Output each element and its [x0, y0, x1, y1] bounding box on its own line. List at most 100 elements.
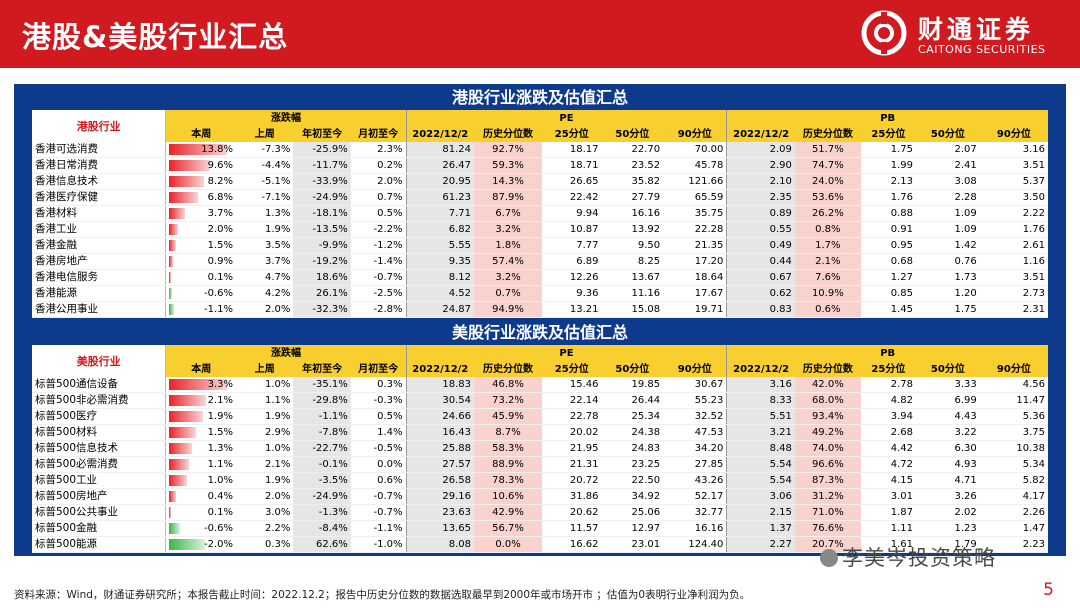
- column-header: 本周: [165, 126, 237, 142]
- table-row: 标普500材料 1.5% 2.9% -7.8% 1.4% 16.43 8.7% 20.02 24…: [32, 424, 1048, 441]
- pe-p25: 31.86: [542, 488, 602, 505]
- weekly-change-bar: [169, 192, 198, 203]
- pe-current: 61.23: [405, 189, 475, 206]
- pe-p25: 6.89: [542, 253, 602, 270]
- group-header-pe: PE: [405, 110, 727, 126]
- pb-p25: 4.15: [860, 472, 917, 489]
- weekly-change-bar: [169, 304, 174, 315]
- pb-current: 8.48: [726, 440, 795, 457]
- mtd-change: 0.5%: [350, 408, 407, 425]
- industry-name: 香港公用事业: [32, 301, 167, 318]
- mtd-change: 1.4%: [350, 424, 407, 441]
- pb-p90: 10.38: [979, 440, 1048, 457]
- pb-p90: 5.34: [979, 456, 1048, 473]
- ytd-change: -0.1%: [293, 456, 351, 473]
- column-header: 本周: [165, 361, 237, 377]
- industry-name: 标普500非必需消费: [32, 392, 167, 409]
- pe-percentile: 57.4%: [474, 253, 543, 270]
- logo-text-en: CAITONG SECURITIES: [918, 43, 1046, 56]
- pe-percentile: 45.9%: [474, 408, 543, 425]
- pe-current: 13.65: [405, 520, 475, 537]
- last-week-change: 2.1%: [236, 456, 294, 473]
- table-row: 香港信息技术 8.2% -5.1% -33.9% 2.0% 20.95 14.3% 26.65…: [32, 173, 1048, 190]
- pe-p50: 27.79: [601, 189, 664, 206]
- pe-p50: 19.85: [601, 377, 664, 393]
- table-row: 标普500医疗 1.9% 1.9% -1.1% 0.5% 24.66 45.9% 22.78 2…: [32, 408, 1048, 425]
- column-header: 月初至今: [350, 126, 407, 142]
- pe-current: 8.08: [405, 536, 475, 553]
- industry-name: 标普500通信设备: [32, 377, 167, 393]
- industry-name: 标普500必需消费: [32, 456, 167, 473]
- weekly-change-cell: 2.0%: [165, 221, 237, 238]
- pe-p25: 10.87: [542, 221, 602, 238]
- industry-name: 香港日常消费: [32, 157, 167, 174]
- column-header: 2022/12/2: [405, 126, 475, 142]
- mtd-change: -1.2%: [350, 237, 407, 254]
- table-row: 标普500公共事业 0.1% 3.0% -1.3% -0.7% 23.63 42.9% 20.…: [32, 504, 1048, 521]
- pe-p50: 24.83: [601, 440, 664, 457]
- weekly-change-value: 1.5%: [207, 427, 234, 438]
- pe-p25: 9.36: [542, 285, 602, 302]
- pe-p90: 52.17: [663, 488, 727, 505]
- pe-percentile: 56.7%: [474, 520, 543, 537]
- pe-p90: 17.67: [663, 285, 727, 302]
- pe-p50: 23.52: [601, 157, 664, 174]
- pb-p50: 2.28: [916, 189, 980, 206]
- weekly-change-value: 1.3%: [207, 443, 234, 454]
- pe-p50: 22.70: [601, 142, 664, 158]
- pb-percentile: 51.7%: [794, 142, 861, 158]
- mtd-change: -0.7%: [350, 269, 407, 286]
- mtd-change: -1.1%: [350, 520, 407, 537]
- column-header: 50分位: [916, 361, 980, 377]
- column-header: 上周: [236, 361, 294, 377]
- last-week-change: 3.7%: [236, 253, 294, 270]
- weekly-change-value: 0.9%: [207, 256, 234, 267]
- pb-p25: 0.95: [860, 237, 917, 254]
- pb-current: 2.09: [726, 142, 795, 158]
- pe-p90: 124.40: [663, 536, 727, 553]
- ytd-change: -11.7%: [293, 157, 351, 174]
- ytd-change: -1.1%: [293, 408, 351, 425]
- us-industry-table: 美股行业 涨跌幅 PE PB 本周 上周 年初至今 月初至今 2022/12/2 历史分位数 25分…: [32, 345, 1048, 553]
- industry-name: 标普500信息技术: [32, 440, 167, 457]
- weekly-change-bar: [169, 491, 177, 502]
- pb-percentile: 74.7%: [794, 157, 861, 174]
- pe-percentile: 3.2%: [474, 269, 543, 286]
- pb-p25: 0.68: [860, 253, 917, 270]
- weekly-change-cell: 1.3%: [165, 440, 237, 457]
- ytd-change: 18.6%: [293, 269, 351, 286]
- pb-current: 5.54: [726, 456, 795, 473]
- pe-current: 25.88: [405, 440, 475, 457]
- pb-p50: 2.02: [916, 504, 980, 521]
- pe-p50: 23.01: [601, 536, 664, 553]
- ytd-change: -32.3%: [293, 301, 351, 318]
- weekly-change-cell: 2.1%: [165, 392, 237, 409]
- column-header: 年初至今: [293, 126, 351, 142]
- pb-percentile: 74.0%: [794, 440, 861, 457]
- mtd-change: -0.5%: [350, 440, 407, 457]
- ytd-change: -22.7%: [293, 440, 351, 457]
- weekly-change-bar: [169, 507, 172, 518]
- pb-current: 0.89: [726, 205, 795, 222]
- pe-p25: 20.62: [542, 504, 602, 521]
- table-row: 标普500非必需消费 2.1% 1.1% -29.8% -0.3% 30.54 73.2% 2…: [32, 392, 1048, 409]
- pe-p50: 9.50: [601, 237, 664, 254]
- weekly-change-value: -1.1%: [204, 304, 234, 315]
- last-week-change: -7.1%: [236, 189, 294, 206]
- column-header: 月初至今: [350, 361, 407, 377]
- ytd-change: -24.9%: [293, 189, 351, 206]
- weekly-change-cell: 0.9%: [165, 253, 237, 270]
- pb-p50: 6.30: [916, 440, 980, 457]
- pe-percentile: 73.2%: [474, 392, 543, 409]
- pb-p90: 3.16: [979, 142, 1048, 158]
- group-header-change: 涨跌幅: [165, 345, 407, 361]
- mtd-change: 0.7%: [350, 189, 407, 206]
- pe-percentile: 78.3%: [474, 472, 543, 489]
- pe-p90: 34.20: [663, 440, 727, 457]
- weekly-change-bar: [169, 272, 172, 283]
- pb-p25: 1.27: [860, 269, 917, 286]
- pb-current: 2.10: [726, 173, 795, 190]
- pe-p50: 8.25: [601, 253, 664, 270]
- pe-current: 16.43: [405, 424, 475, 441]
- pe-current: 9.35: [405, 253, 475, 270]
